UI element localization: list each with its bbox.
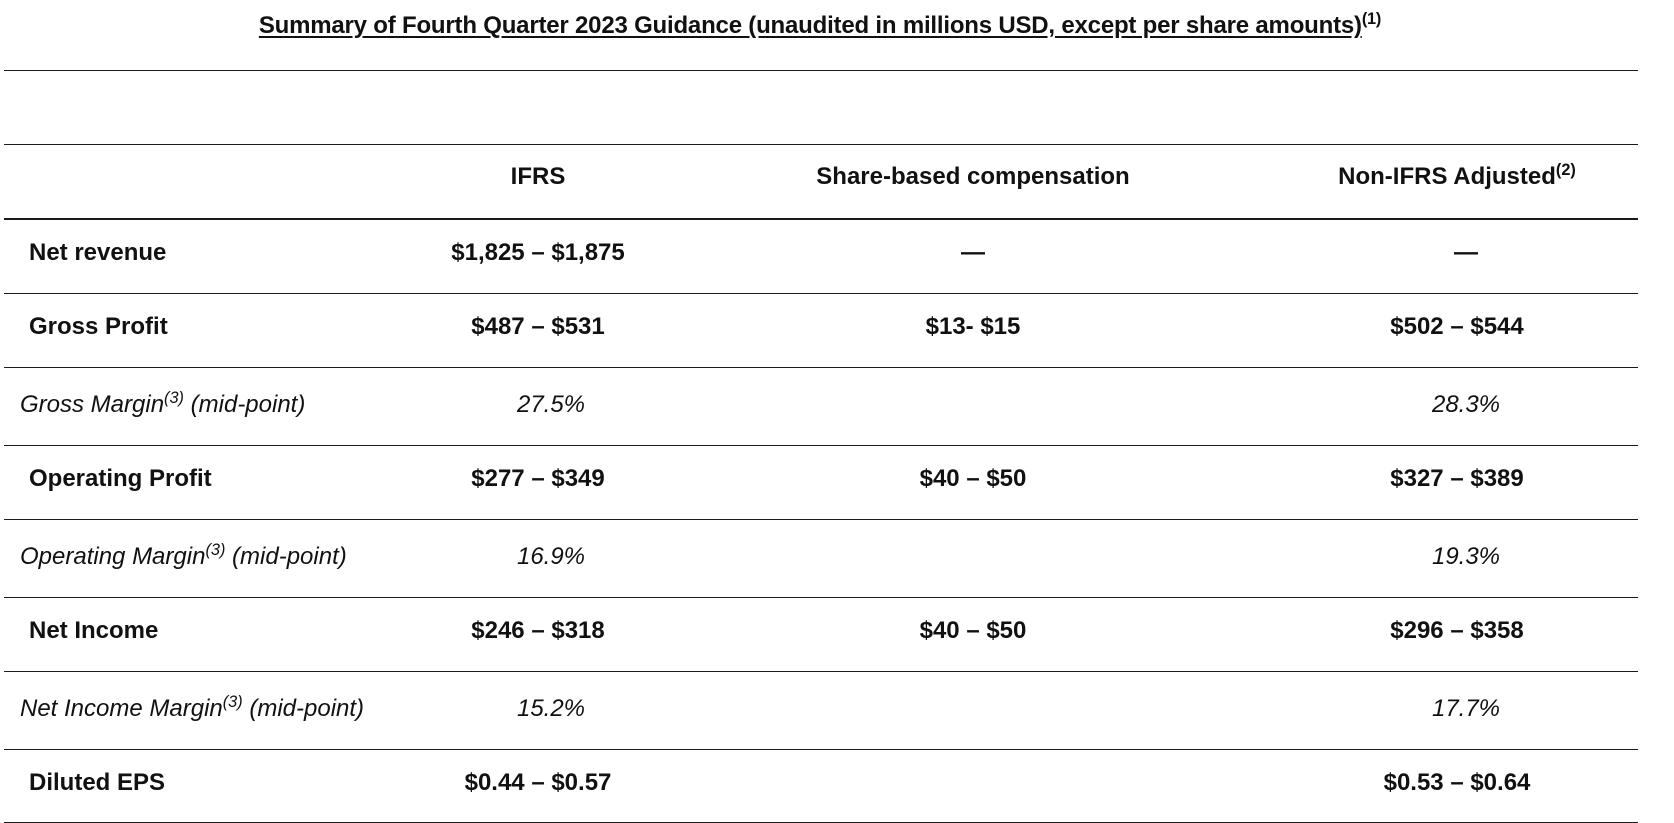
title-text: Summary of Fourth Quarter 2023 Guidance …: [258, 12, 1362, 39]
title-footnote: (1): [1361, 10, 1382, 28]
gross-profit-sbc: $13- $15: [925, 313, 1021, 340]
row-label-gross-margin: Gross Margin(3) (mid-point): [20, 389, 306, 418]
page-title: Summary of Fourth Quarter 2023 Guidance …: [0, 10, 1640, 40]
net-income-sbc: $40 – $50: [919, 617, 1027, 644]
rule-row-3: [4, 445, 1638, 446]
row-label-operating-profit: Operating Profit: [29, 465, 212, 492]
row-label-net-income-margin: Net Income Margin(3) (mid-point): [20, 693, 365, 722]
gross-profit-non-ifrs: $502 – $544: [1390, 313, 1524, 340]
operating-margin-ifrs: 16.9%: [516, 543, 586, 570]
row-label-net-income: Net Income: [29, 617, 159, 644]
operating-margin-non-ifrs: 19.3%: [1431, 543, 1501, 570]
rule-row-5: [4, 597, 1638, 598]
row-label-gross-profit: Gross Profit: [29, 313, 168, 340]
net-revenue-non-ifrs: —: [1454, 239, 1478, 266]
net-income-margin-ifrs: 15.2%: [516, 695, 586, 722]
diluted-eps-non-ifrs: $0.53 – $0.64: [1383, 769, 1531, 796]
rule-row-1: [4, 293, 1638, 294]
column-header-non-ifrs-adjusted: Non-IFRS Adjusted(2): [1338, 161, 1576, 190]
operating-profit-sbc: $40 – $50: [919, 465, 1027, 492]
rule-title: [4, 70, 1638, 71]
operating-profit-ifrs: $277 – $349: [471, 465, 605, 492]
net-revenue-ifrs: $1,825 – $1,875: [451, 239, 625, 266]
column-header-ifrs: IFRS: [510, 163, 566, 190]
net-income-margin-non-ifrs: 17.7%: [1431, 695, 1501, 722]
row-label-operating-margin: Operating Margin(3) (mid-point): [20, 541, 347, 570]
rule-row-2: [4, 367, 1638, 368]
net-revenue-sbc: —: [961, 239, 985, 266]
rule-row-4: [4, 519, 1638, 520]
rule-row-7: [4, 749, 1638, 750]
net-income-non-ifrs: $296 – $358: [1390, 617, 1524, 644]
non-ifrs-footnote: (2): [1555, 161, 1576, 179]
gross-profit-ifrs: $487 – $531: [471, 313, 605, 340]
rule-row-6: [4, 671, 1638, 672]
net-income-ifrs: $246 – $318: [471, 617, 605, 644]
column-header-share-based-compensation: Share-based compensation: [816, 163, 1130, 190]
gross-margin-ifrs: 27.5%: [516, 391, 586, 418]
rule-table-top: [4, 144, 1638, 145]
diluted-eps-ifrs: $0.44 – $0.57: [464, 769, 612, 796]
row-label-diluted-eps: Diluted EPS: [29, 769, 166, 796]
gross-margin-non-ifrs: 28.3%: [1431, 391, 1501, 418]
rule-header-bottom: [4, 218, 1638, 220]
operating-profit-non-ifrs: $327 – $389: [1390, 465, 1524, 492]
row-label-net-revenue: Net revenue: [29, 239, 167, 266]
